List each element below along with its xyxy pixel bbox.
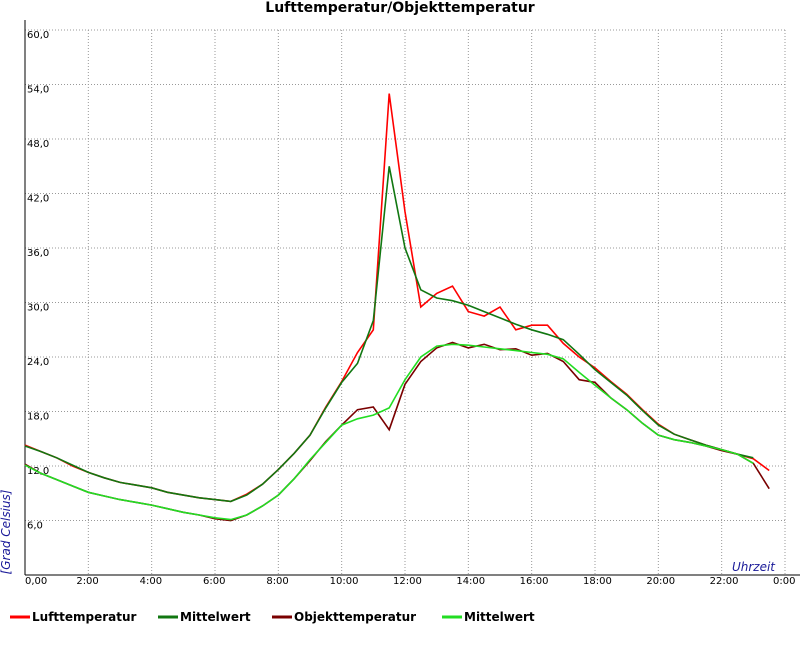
y-tick-label: 60,0 [27, 30, 49, 41]
y-tick-label: 30,0 [27, 303, 49, 314]
x-tick-label: 8:00 [266, 576, 288, 587]
y-tick-label: 36,0 [27, 248, 49, 259]
series-line [24, 166, 754, 503]
x-axis-label: Uhrzeit [732, 560, 776, 574]
x-tick-label: 2:00 [76, 576, 98, 587]
x-tick-label: 18:00 [583, 576, 612, 587]
legend-label: Mittelwert [180, 610, 251, 624]
y-tick-label: 42,0 [27, 194, 49, 205]
y-axis-label: [Grad Celsius] [0, 489, 13, 574]
y-tick-label: 48,0 [27, 139, 49, 150]
legend-label: Objekttemperatur [294, 610, 416, 624]
y-tick-label: 6,0 [27, 521, 43, 532]
x-tick-label: 6:00 [203, 576, 225, 587]
y-tick-label: 18,0 [27, 412, 49, 423]
x-tick-label: 20:00 [646, 576, 675, 587]
x-tick-label: 14:00 [456, 576, 485, 587]
x-tick-label: 4:00 [140, 576, 162, 587]
y-tick-label: 24,0 [27, 357, 49, 368]
chart-title: Lufttemperatur/Objekttemperatur [265, 0, 535, 16]
legend-label: Mittelwert [464, 610, 535, 624]
series-line [24, 343, 754, 521]
x-tick-label: 0:00 [773, 576, 795, 587]
legend-label: Lufttemperatur [32, 610, 137, 624]
x-tick-label: 16:00 [520, 576, 549, 587]
y-tick-label: 54,0 [27, 85, 49, 96]
x-tick-label: 0,00 [25, 576, 47, 587]
x-tick-label: 12:00 [393, 576, 422, 587]
x-tick-label: 22:00 [710, 576, 739, 587]
x-tick-label: 10:00 [330, 576, 359, 587]
